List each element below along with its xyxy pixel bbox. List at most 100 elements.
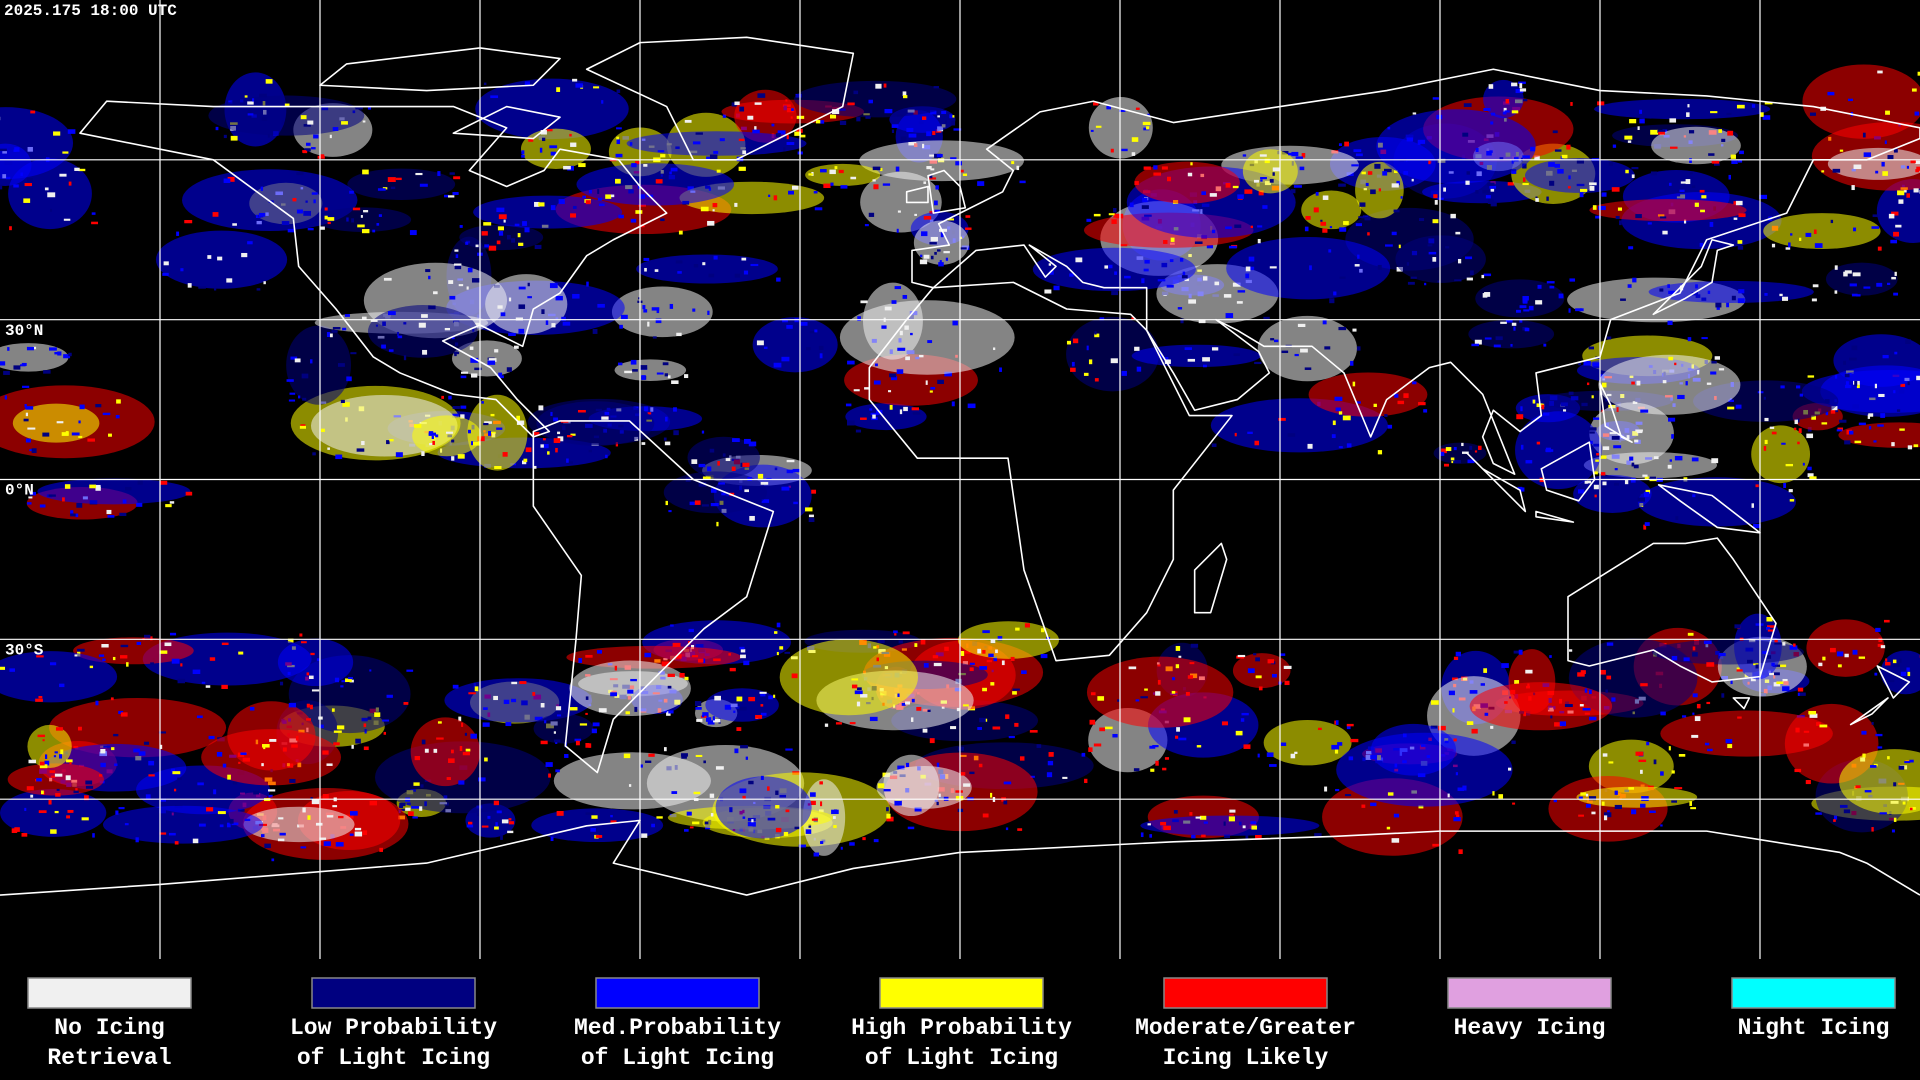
icing-pixel [645,760,652,763]
icing-pixel [1905,339,1911,344]
icing-pixel [1794,768,1802,773]
icing-pixel [35,698,43,702]
icing-pixel [50,829,57,834]
icing-cloud [636,254,778,284]
icing-pixel [1391,183,1399,188]
icing-pixel [524,81,531,86]
icing-pixel [936,249,941,252]
icing-pixel [13,149,17,152]
icing-pixel [1290,753,1296,759]
icing-pixel [1001,660,1005,666]
icing-pixel [260,186,264,191]
icing-pixel [448,280,454,284]
icing-pixel [1211,443,1217,448]
icing-pixel [962,173,968,177]
icing-pixel [54,810,59,814]
icing-pixel [331,708,335,712]
icing-pixel [1478,445,1482,450]
icing-pixel [431,435,434,440]
icing-pixel [59,683,65,688]
icing-pixel [209,657,216,661]
icing-pixel [1585,793,1589,797]
icing-pixel [1851,345,1858,351]
icing-pixel [1858,656,1866,659]
icing-pixel [788,190,795,195]
icing-pixel [472,441,481,446]
icing-pixel [1513,326,1516,331]
icing-pixel [436,737,444,740]
icing-pixel [1633,464,1639,469]
icing-pixel [1877,424,1884,427]
icing-pixel [319,837,327,840]
icing-pixel [1822,656,1826,661]
icing-pixel [1504,701,1508,704]
icing-pixel [1856,383,1860,389]
icing-pixel [115,810,119,815]
icing-pixel [1160,821,1167,826]
icing-pixel [1457,787,1465,791]
icing-pixel [1662,380,1667,384]
legend-label: Icing Likely [1163,1045,1329,1071]
icing-pixel [760,704,764,707]
icing-pixel [585,812,594,815]
icing-pixel [830,182,834,186]
icing-pixel [1769,426,1775,429]
icing-pixel [1017,828,1023,831]
icing-pixel [1796,418,1800,423]
icing-pixel [1699,242,1704,247]
icing-pixel [1291,151,1299,157]
icing-pixel [1730,679,1733,685]
icing-pixel [1106,105,1111,110]
icing-pixel [1578,363,1581,366]
icing-pixel [1044,289,1052,294]
icing-pixel [247,113,254,116]
icing-pixel [540,703,545,708]
icing-pixel [538,405,544,411]
icing-pixel [1737,245,1744,250]
icing-pixel [302,150,307,153]
icing-pixel [700,206,709,212]
icing-pixel [1755,484,1759,488]
icing-pixel [1267,659,1275,664]
icing-pixel [1913,444,1919,448]
icing-pixel [927,709,931,712]
icing-pixel [160,480,168,485]
icing-pixel [593,86,600,89]
icing-pixel [144,634,151,640]
icing-pixel [1715,302,1722,308]
icing-pixel [736,727,742,731]
icing-pixel [1700,209,1705,213]
icing-pixel [1093,743,1102,747]
icing-pixel [1669,459,1672,462]
icing-pixel [920,254,923,258]
icing-pixel [1223,821,1226,826]
icing-pixel [969,667,974,672]
icing-pixel [55,727,63,731]
icing-pixel [289,778,296,783]
icing-pixel [588,743,592,748]
icing-pixel [138,751,146,756]
icing-pixel [496,207,505,213]
icing-pixel [60,749,64,755]
icing-pixel [264,843,271,849]
icing-pixel [570,142,577,147]
icing-cloud [626,131,807,156]
icing-pixel [811,818,818,821]
icing-pixel [1669,146,1678,149]
icing-pixel [1234,432,1237,437]
icing-pixel [1108,213,1115,216]
icing-pixel [1870,765,1877,768]
icing-pixel [363,746,369,751]
icing-pixel [460,414,465,419]
icing-pixel [493,695,498,701]
latitude-labels: 30°N0°N30°S [5,322,44,660]
icing-pixel [78,420,81,424]
icing-pixel [302,397,307,401]
icing-pixel [1612,144,1617,148]
icing-pixel [1767,629,1775,632]
icing-pixel [1668,746,1671,751]
icing-pixel [1003,800,1008,805]
icing-pixel [219,824,224,828]
icing-pixel [1914,111,1920,116]
icing-pixel [1419,218,1425,222]
